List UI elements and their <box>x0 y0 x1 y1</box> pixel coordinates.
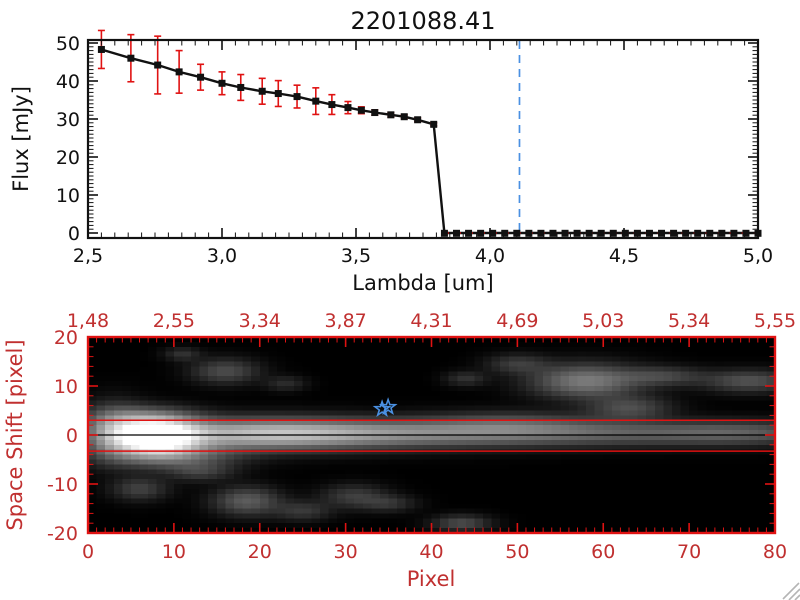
bx-tick-label: 80 <box>763 541 787 563</box>
data-point-zero <box>477 229 485 237</box>
bottom-xaxis-label: Pixel <box>407 567 456 591</box>
data-point <box>430 120 438 128</box>
data-point-zero <box>670 229 678 237</box>
data-point <box>218 79 226 87</box>
data-point-zero <box>694 229 702 237</box>
data-point <box>371 109 379 117</box>
bx-tick-label: 40 <box>419 541 443 563</box>
by-tick-label: -10 <box>47 474 78 496</box>
y-tick-label: 30 <box>56 109 80 131</box>
data-point <box>357 106 365 114</box>
x-tick-label: 3,5 <box>341 245 371 267</box>
x-tick-label: 5,0 <box>743 245 773 267</box>
data-point-zero <box>682 229 690 237</box>
x-tick-label: 3,0 <box>207 245 237 267</box>
data-point <box>197 73 205 81</box>
data-point-zero <box>718 229 726 237</box>
star-marker-icon <box>378 397 398 416</box>
chart-title: 2201088.41 <box>350 7 495 35</box>
y-tick-label: 40 <box>56 71 80 93</box>
data-point <box>328 101 336 109</box>
data-point-zero <box>525 229 533 237</box>
data-point <box>237 83 245 91</box>
data-point-zero <box>742 229 750 237</box>
x-tick-label: 4,5 <box>609 245 639 267</box>
data-point-zero <box>501 229 509 237</box>
data-point <box>387 111 395 119</box>
data-point-zero <box>597 229 605 237</box>
data-point <box>414 116 422 124</box>
resize-grip-icon[interactable] <box>782 582 800 600</box>
y-tick-label: 20 <box>56 147 80 169</box>
wavelength-axis-label: 3,34 <box>239 310 281 332</box>
data-point <box>97 45 105 53</box>
data-point-zero <box>585 229 593 237</box>
data-point <box>400 113 408 121</box>
wavelength-axis-label: 5,34 <box>668 310 710 332</box>
bx-tick-label: 0 <box>82 541 94 563</box>
data-point-zero <box>489 229 497 237</box>
wavelength-axis-label: 4,69 <box>496 310 538 332</box>
data-point-zero <box>621 229 629 237</box>
bottom-yaxis-label: Space Shift [pixel] <box>3 339 27 530</box>
data-point <box>312 97 320 105</box>
data-point <box>154 61 162 69</box>
data-point-zero <box>658 229 666 237</box>
x-tick-label: 4,0 <box>475 245 505 267</box>
bx-tick-label: 20 <box>248 541 272 563</box>
y-tick-label: 10 <box>56 185 80 207</box>
data-point-zero <box>645 229 653 237</box>
bx-tick-label: 10 <box>162 541 186 563</box>
bx-tick-label: 60 <box>591 541 615 563</box>
bx-tick-label: 30 <box>334 541 358 563</box>
wavelength-axis-label: 3,87 <box>324 310 366 332</box>
data-point-zero <box>549 229 557 237</box>
wavelength-axis-label: 1,48 <box>67 310 109 332</box>
by-tick-label: -20 <box>47 523 78 545</box>
data-point <box>293 93 301 101</box>
spectrum-line <box>101 48 758 235</box>
y-tick-label: 0 <box>68 223 80 245</box>
bottom-plot-box <box>86 335 777 535</box>
wavelength-axis-label: 5,55 <box>754 310 796 332</box>
data-point-zero <box>453 229 460 237</box>
data-point-zero <box>440 229 448 237</box>
data-point-zero <box>609 229 617 237</box>
top-yaxis-label: Flux [mJy] <box>9 86 33 192</box>
top-xaxis-label: Lambda [um] <box>352 271 493 295</box>
wavelength-axis-label: 5,03 <box>582 310 624 332</box>
by-tick-label: 10 <box>54 376 78 398</box>
data-point-zero <box>537 229 545 237</box>
by-tick-label: 0 <box>66 425 78 447</box>
wavelength-axis-label: 4,31 <box>410 310 452 332</box>
data-point <box>258 87 266 95</box>
star-marker-icon <box>372 399 392 418</box>
data-point <box>274 90 282 98</box>
generated-chart-elements: 2,5 3,0 3,5 4,0 4,5 5,0 0 10 20 30 40 50 0 1,48 10 2,55… <box>47 29 796 563</box>
bx-tick-label: 50 <box>505 541 529 563</box>
data-point-zero <box>706 229 714 237</box>
by-tick-label: 20 <box>54 327 78 349</box>
wavelength-axis-label: 2,55 <box>153 310 195 332</box>
top-plot-box <box>86 38 760 240</box>
data-point-zero <box>561 229 569 237</box>
data-point <box>175 68 183 76</box>
bx-tick-label: 70 <box>677 541 701 563</box>
data-point <box>127 54 135 62</box>
data-point-zero <box>465 229 473 237</box>
data-point <box>344 104 352 112</box>
data-point-zero <box>573 229 581 237</box>
data-point-zero <box>730 229 738 237</box>
x-tick-label: 2,5 <box>73 245 103 267</box>
y-tick-label: 50 <box>56 33 80 55</box>
